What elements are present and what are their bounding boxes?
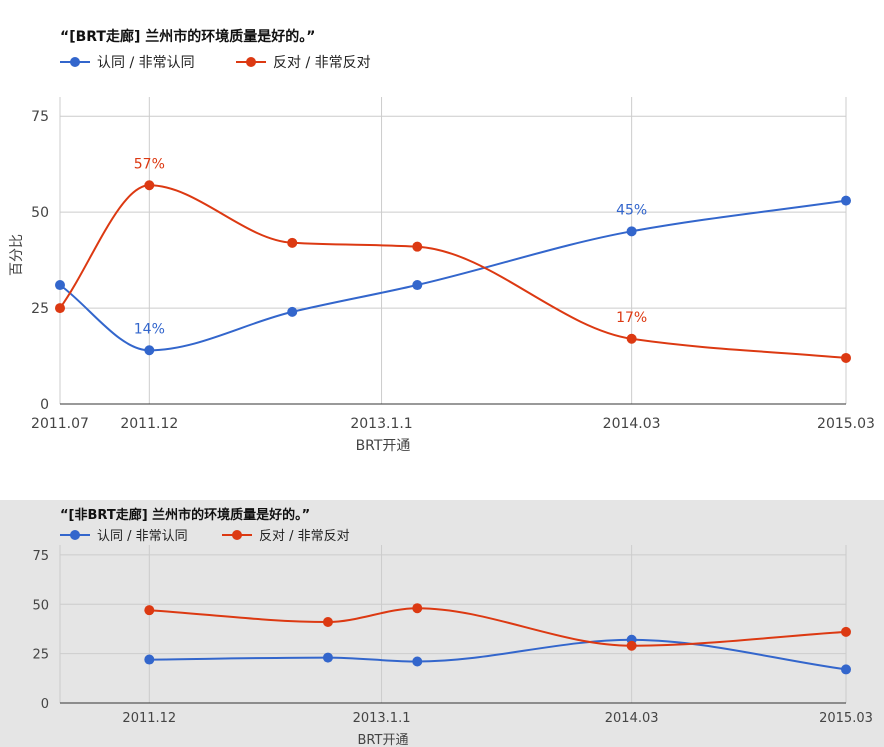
series-line [149, 607, 847, 647]
y-tick-label: 0 [40, 397, 49, 413]
x-tick-label: 2013.1.1 [350, 416, 412, 432]
data-point[interactable] [626, 640, 637, 651]
legend-item[interactable]: 认同 / 非常认同 [60, 529, 188, 544]
series-layer: 14% 45% 57% 17% [55, 156, 851, 363]
legend-marker [70, 57, 80, 67]
series-1: 57% 17% [55, 156, 851, 363]
chart-title: “[BRT走廊] 兰州市的环境质量是好的。” [60, 28, 315, 45]
y-axis-title: 百分比 [9, 234, 25, 276]
axis-ticks: 0 25 50 75 2011.07 2011.12 2013.1.1 2014.03 2015… [31, 109, 875, 432]
data-point[interactable] [55, 303, 65, 314]
data-point[interactable] [144, 180, 155, 191]
y-tick-label: 0 [41, 697, 49, 712]
legend-item[interactable]: 认同 / 非常认同 [60, 55, 195, 71]
legend-label: 认同 / 非常认同 [97, 55, 195, 71]
data-point[interactable] [322, 617, 333, 628]
legend-marker [232, 530, 242, 540]
x-tick-label: 2011.07 [31, 416, 89, 432]
data-point[interactable] [626, 226, 637, 237]
y-tick-label: 50 [31, 205, 49, 221]
legend-marker [70, 530, 80, 540]
data-point[interactable] [144, 654, 155, 665]
data-point[interactable] [144, 345, 155, 356]
chart-panel-brt: “[BRT走廊] 兰州市的环境质量是好的。” 认同 / 非常认同 反对 / 非常反… [9, 28, 875, 454]
x-tick-label: 2015.03 [817, 416, 875, 432]
series-line [149, 638, 847, 671]
data-point[interactable] [287, 306, 298, 317]
data-point[interactable] [841, 664, 851, 675]
grid [59, 545, 847, 704]
data-point[interactable] [841, 195, 851, 206]
legend-label: 反对 / 非常反对 [273, 55, 371, 71]
data-point[interactable] [144, 605, 155, 616]
legend-label: 认同 / 非常认同 [97, 529, 188, 544]
legend-label: 反对 / 非常反对 [259, 529, 350, 544]
legend-marker [246, 57, 256, 67]
x-tick-label: 2011.12 [122, 711, 176, 726]
y-tick-label: 75 [32, 549, 49, 564]
legend: 认同 / 非常认同 反对 / 非常反对 [60, 55, 371, 71]
data-point[interactable] [626, 333, 637, 344]
data-point[interactable] [322, 652, 333, 663]
data-point[interactable] [287, 237, 298, 248]
data-label: 57% [134, 156, 165, 172]
legend-item[interactable]: 反对 / 非常反对 [222, 529, 350, 544]
grid [59, 97, 847, 405]
data-point[interactable] [55, 280, 65, 291]
x-axis-title: BRT开通 [356, 438, 411, 454]
data-point[interactable] [412, 656, 423, 667]
data-point[interactable] [841, 352, 851, 363]
chart-panel-non-brt: “[非BRT走廊] 兰州市的环境质量是好的。” 认同 / 非常认同 反对 / 非常… [0, 500, 884, 747]
x-tick-label: 2014.03 [603, 416, 661, 432]
axis-ticks: 0 25 50 75 2011.12 2013.1.1 2014.03 2015.03 [32, 549, 872, 726]
series-line [59, 199, 847, 352]
series-1 [144, 603, 851, 651]
x-tick-label: 2011.12 [120, 416, 178, 432]
x-tick-label: 2015.03 [819, 711, 873, 726]
data-label: 17% [616, 310, 647, 326]
x-tick-label: 2013.1.1 [353, 711, 411, 726]
legend-item[interactable]: 反对 / 非常反对 [236, 55, 371, 71]
data-point[interactable] [412, 603, 423, 614]
data-label: 45% [616, 202, 647, 218]
data-point[interactable] [841, 626, 851, 637]
legend: 认同 / 非常认同 反对 / 非常反对 [60, 529, 350, 544]
x-axis-title: BRT开通 [358, 733, 409, 747]
series-line [59, 184, 847, 359]
series-0: 14% 45% [55, 195, 851, 356]
y-tick-label: 25 [32, 648, 49, 663]
x-tick-label: 2014.03 [605, 711, 659, 726]
chart-brt-corridor: “[BRT走廊] 兰州市的环境质量是好的。” 认同 / 非常认同 反对 / 非常反… [9, 28, 875, 454]
series-layer [144, 603, 851, 675]
data-point[interactable] [412, 241, 423, 252]
y-tick-label: 25 [31, 301, 49, 317]
y-tick-label: 50 [32, 598, 49, 613]
chart-non-brt-corridor: “[非BRT走廊] 兰州市的环境质量是好的。” 认同 / 非常认同 反对 / 非常… [32, 507, 872, 747]
chart-title: “[非BRT走廊] 兰州市的环境质量是好的。” [60, 507, 310, 523]
y-tick-label: 75 [31, 109, 49, 125]
data-label: 14% [134, 321, 165, 337]
data-point[interactable] [412, 280, 423, 291]
